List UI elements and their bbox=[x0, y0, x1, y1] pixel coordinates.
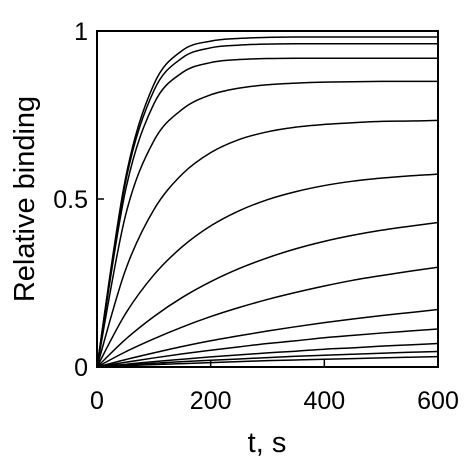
series-line-3 bbox=[96, 57, 438, 368]
series-line-2 bbox=[96, 42, 438, 368]
series-line-8 bbox=[96, 266, 439, 368]
y-tick-label-2: 1 bbox=[74, 18, 88, 46]
x-tick-label-3: 600 bbox=[417, 387, 459, 415]
series-group bbox=[96, 36, 439, 368]
x-axis-label: t, s bbox=[248, 427, 287, 459]
ticks-group: 0 200 400 600 0 0.5 1 bbox=[53, 18, 459, 415]
series-line-7 bbox=[96, 221, 439, 368]
x-tick-label-0: 0 bbox=[90, 387, 104, 415]
series-line-12 bbox=[96, 350, 439, 368]
series-line-11 bbox=[96, 342, 439, 368]
y-tick-label-1: 0.5 bbox=[53, 186, 88, 214]
series-line-4 bbox=[96, 80, 438, 368]
series-line-9 bbox=[96, 308, 439, 368]
series-line-5 bbox=[96, 119, 439, 368]
series-line-13 bbox=[96, 355, 439, 368]
y-axis-label: Relative binding bbox=[9, 96, 41, 302]
x-tick-label-1: 200 bbox=[190, 387, 232, 415]
series-line-6 bbox=[96, 173, 439, 368]
series-line-1 bbox=[96, 36, 438, 368]
series-line-10 bbox=[96, 328, 439, 368]
x-tick-label-2: 400 bbox=[303, 387, 345, 415]
y-tick-label-0: 0 bbox=[74, 354, 88, 382]
